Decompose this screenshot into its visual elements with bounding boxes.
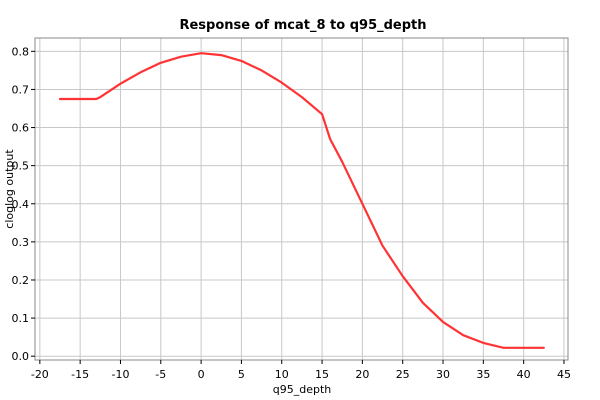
x-tick-label: 40 bbox=[517, 368, 531, 381]
y-tick-label: 0.1 bbox=[12, 312, 30, 325]
y-tick-label: 0.7 bbox=[12, 83, 30, 96]
response-curve bbox=[58, 52, 545, 349]
x-tick-label: 15 bbox=[315, 368, 329, 381]
x-tick-label: -5 bbox=[155, 368, 166, 381]
x-tick-label: -10 bbox=[111, 368, 129, 381]
x-tick-label: 35 bbox=[476, 368, 490, 381]
x-tick-label: 20 bbox=[355, 368, 369, 381]
x-tick-label: 10 bbox=[275, 368, 289, 381]
chart-title: Response of mcat_8 to q95_depth bbox=[179, 18, 426, 33]
y-tick-label: 0.2 bbox=[12, 274, 30, 287]
y-axis-label: cloglog output bbox=[3, 149, 16, 229]
x-tick-label: 45 bbox=[557, 368, 571, 381]
tick-layer: -20 -15 -10 -5 0 5 10 15 20 25 30 35 40 45 0.0 0.1 0.2 0.… bbox=[12, 45, 571, 381]
y-tick-label: 0.8 bbox=[12, 45, 30, 58]
x-tick-label: 5 bbox=[238, 368, 245, 381]
y-tick-label: 0.5 bbox=[12, 160, 30, 173]
x-axis-label: q95_depth bbox=[273, 383, 332, 396]
y-tick-label: 0.3 bbox=[12, 236, 30, 249]
series-layer bbox=[58, 52, 545, 349]
y-tick-label: 0.6 bbox=[12, 122, 30, 135]
y-tick-label: 0.0 bbox=[12, 350, 30, 363]
grid-layer bbox=[35, 38, 568, 360]
x-tick-label: 25 bbox=[396, 368, 410, 381]
y-tick-label: 0.4 bbox=[12, 198, 30, 211]
x-tick-label: 30 bbox=[436, 368, 450, 381]
x-tick-label: 0 bbox=[198, 368, 205, 381]
plot-area bbox=[34, 37, 569, 361]
x-tick-label: -20 bbox=[31, 368, 49, 381]
x-tick-label: -15 bbox=[71, 368, 89, 381]
